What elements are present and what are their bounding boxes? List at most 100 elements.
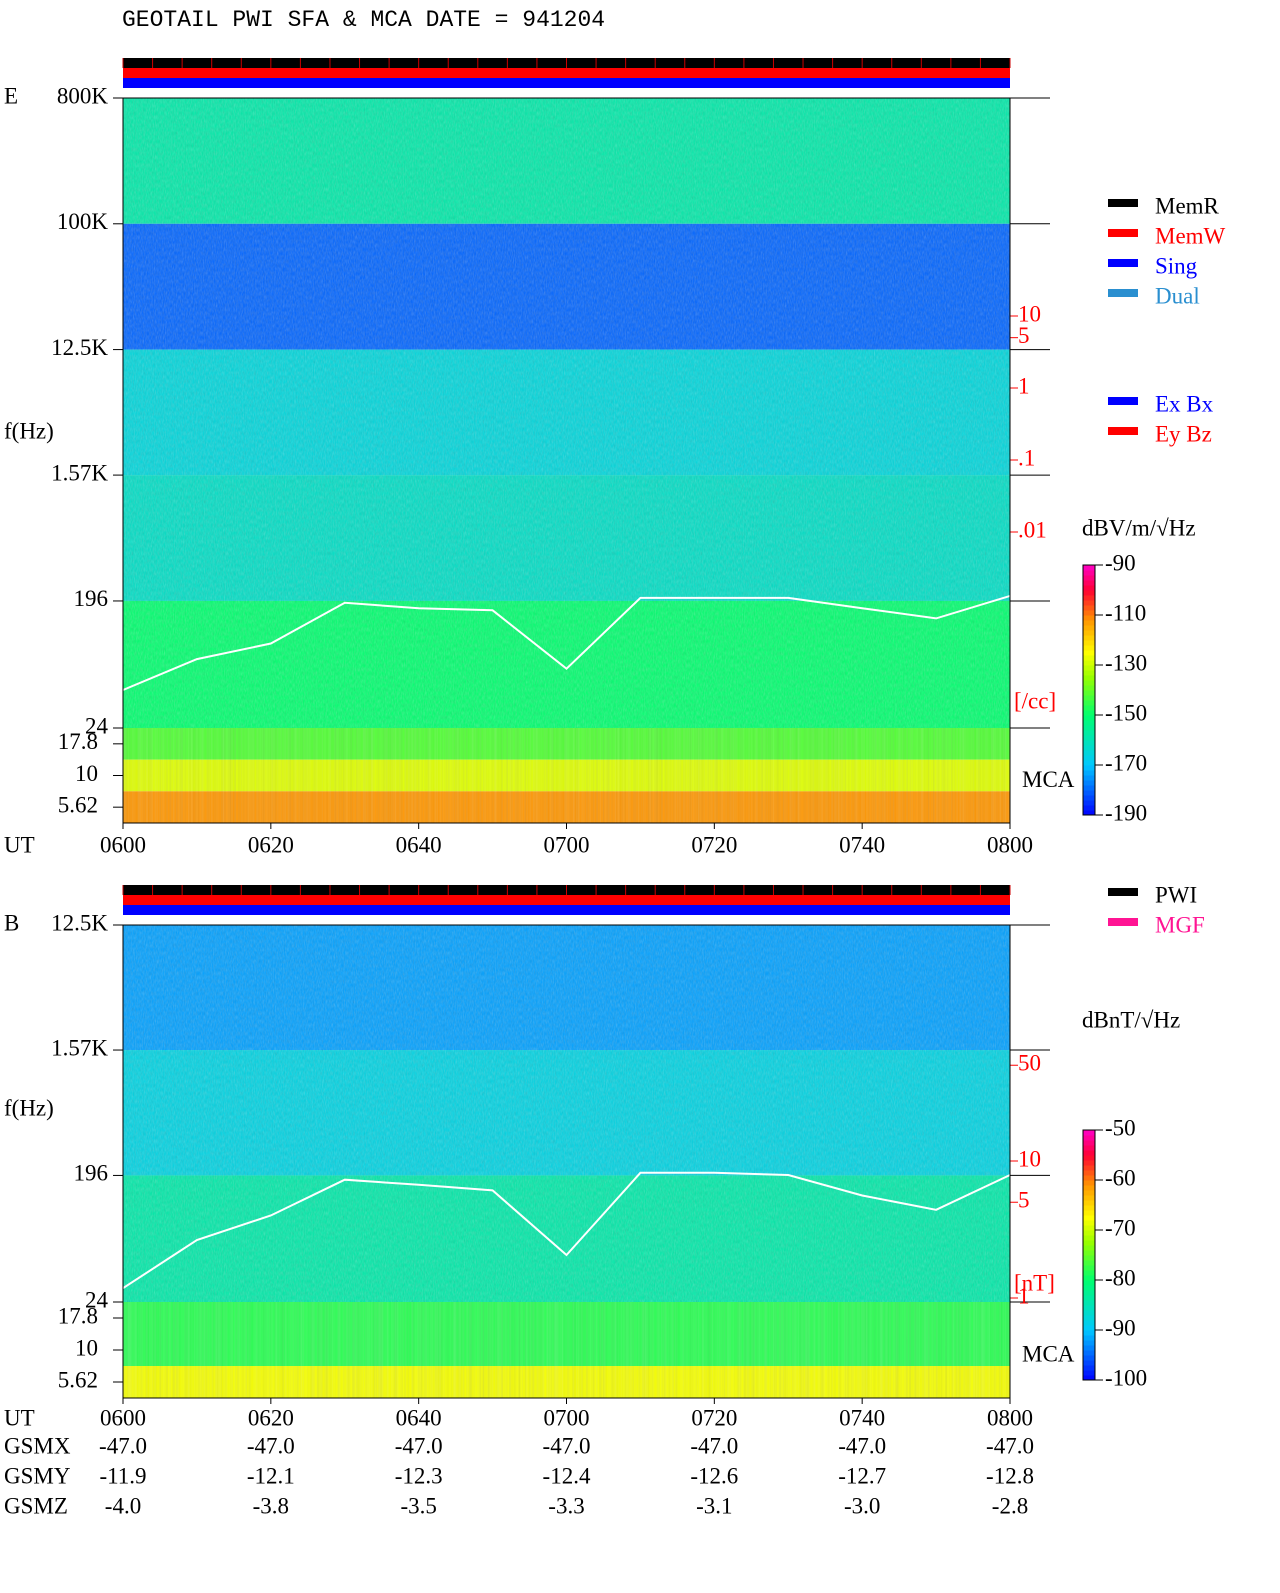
colorbar-step [1083, 595, 1095, 601]
colorbar-step [1083, 1155, 1095, 1161]
y2-tick-label: 50 [1018, 1051, 1041, 1076]
colorbar-step [1083, 765, 1095, 771]
colorbar-step [1083, 805, 1095, 811]
colorbar-step [1083, 665, 1095, 671]
colorbar-step [1083, 570, 1095, 576]
y2-tick-label: 1 [1018, 1283, 1030, 1308]
colorbar-frame [1082, 564, 1096, 816]
y-label: f(Hz) [4, 418, 54, 443]
colorbar-step [1083, 1230, 1095, 1236]
orbit-value: -47.0 [690, 1433, 738, 1458]
x-tick-label: 0740 [839, 832, 885, 857]
mode-bar [123, 68, 1010, 78]
colorbar-step [1083, 1275, 1095, 1281]
orbit-row-label: GSMZ [4, 1493, 68, 1518]
colorbar-step [1083, 1215, 1095, 1221]
colorbar-step [1083, 620, 1095, 626]
x-tick-label: 0700 [544, 1405, 590, 1430]
colorbar-step [1083, 1310, 1095, 1316]
orbit-value: -12.7 [838, 1463, 886, 1488]
colorbar-label: dBV/m/√Hz [1082, 515, 1196, 540]
y2-tick-label: .1 [1018, 445, 1035, 470]
mca-tick-label: 5.62 [58, 792, 98, 817]
colorbar-step [1083, 670, 1095, 676]
colorbar-step [1083, 1235, 1095, 1241]
colorbar-tick-label: -80 [1105, 1265, 1136, 1290]
colorbar-step [1083, 710, 1095, 716]
colorbar-frame [1082, 1129, 1096, 1381]
colorbar-step [1083, 1145, 1095, 1151]
orbit-value: -3.8 [253, 1493, 289, 1518]
panel-label: B [4, 910, 19, 935]
colorbar-step [1083, 1360, 1095, 1366]
legend-label: MemW [1155, 223, 1226, 248]
colorbar-step [1083, 775, 1095, 781]
orbit-value: -47.0 [838, 1433, 886, 1458]
colorbar-step [1083, 1370, 1095, 1376]
colorbar-step [1083, 1170, 1095, 1176]
colorbar-step [1083, 1225, 1095, 1231]
x-tick-label: 0620 [248, 1405, 294, 1430]
colorbar-step [1083, 660, 1095, 666]
colorbar-step [1083, 780, 1095, 786]
colorbar-step [1083, 1295, 1095, 1301]
legend-swatch [1108, 229, 1138, 237]
colorbar-step [1083, 1280, 1095, 1286]
colorbar-step [1083, 790, 1095, 796]
x-tick-label: 0720 [691, 1405, 737, 1430]
colorbar-step [1083, 715, 1095, 721]
colorbar-tick-label: -50 [1105, 1115, 1136, 1140]
y-tick-label: 196 [74, 1161, 109, 1186]
x-tick-label: 0720 [691, 832, 737, 857]
colorbar-step [1083, 760, 1095, 766]
colorbar-step [1083, 1130, 1095, 1136]
legend-swatch [1108, 397, 1138, 405]
colorbar-step [1083, 720, 1095, 726]
data-line [122, 594, 1011, 691]
x-tick-label: 0800 [987, 832, 1033, 857]
colorbar-step [1083, 580, 1095, 586]
y-tick-label: 12.5K [51, 335, 108, 360]
orbit-value: -12.6 [690, 1463, 738, 1488]
colorbar-step [1083, 1165, 1095, 1171]
texture [123, 1302, 1010, 1398]
orbit-value: -47.0 [986, 1433, 1034, 1458]
colorbar-tick-label: -170 [1105, 750, 1147, 775]
colorbar-tick-label: -150 [1105, 700, 1147, 725]
x-tick-label: 0600 [100, 832, 146, 857]
orbit-value: -47.0 [543, 1433, 591, 1458]
orbit-value: -3.1 [696, 1493, 732, 1518]
legend-swatch [1108, 918, 1138, 926]
colorbar-step [1083, 1200, 1095, 1206]
colorbar-step [1083, 565, 1095, 571]
plot-frame [122, 924, 1011, 1399]
orbit-value: -3.0 [844, 1493, 880, 1518]
colorbar-tick-label: -90 [1105, 1315, 1136, 1340]
legend-label: Ey Bz [1155, 421, 1212, 446]
colorbar-step [1083, 1140, 1095, 1146]
orbit-value: -12.8 [986, 1463, 1034, 1488]
orbit-value: -2.8 [992, 1493, 1028, 1518]
colorbar-step [1083, 1340, 1095, 1346]
y2-label: [/cc] [1014, 688, 1056, 713]
colorbar-step [1083, 795, 1095, 801]
colorbar-step [1083, 635, 1095, 641]
colorbar-step [1083, 705, 1095, 711]
colorbar-tick-label: -100 [1105, 1365, 1147, 1390]
texture [123, 728, 1010, 823]
y2-tick-label: 1 [1018, 373, 1030, 398]
colorbar-step [1083, 1245, 1095, 1251]
y-tick-label: 100K [57, 209, 109, 234]
colorbar-step [1083, 1180, 1095, 1186]
colorbar-step [1083, 650, 1095, 656]
y-tick-label: 196 [74, 586, 109, 611]
orbit-value: -11.9 [99, 1463, 146, 1488]
y-tick-label: 12.5K [51, 910, 108, 935]
x-label: UT [4, 1405, 35, 1430]
colorbar-step [1083, 695, 1095, 701]
colorbar-step [1083, 735, 1095, 741]
colorbar-tick-label: -90 [1105, 550, 1136, 575]
colorbar-step [1083, 770, 1095, 776]
y2-tick-label: 10 [1018, 1146, 1041, 1171]
